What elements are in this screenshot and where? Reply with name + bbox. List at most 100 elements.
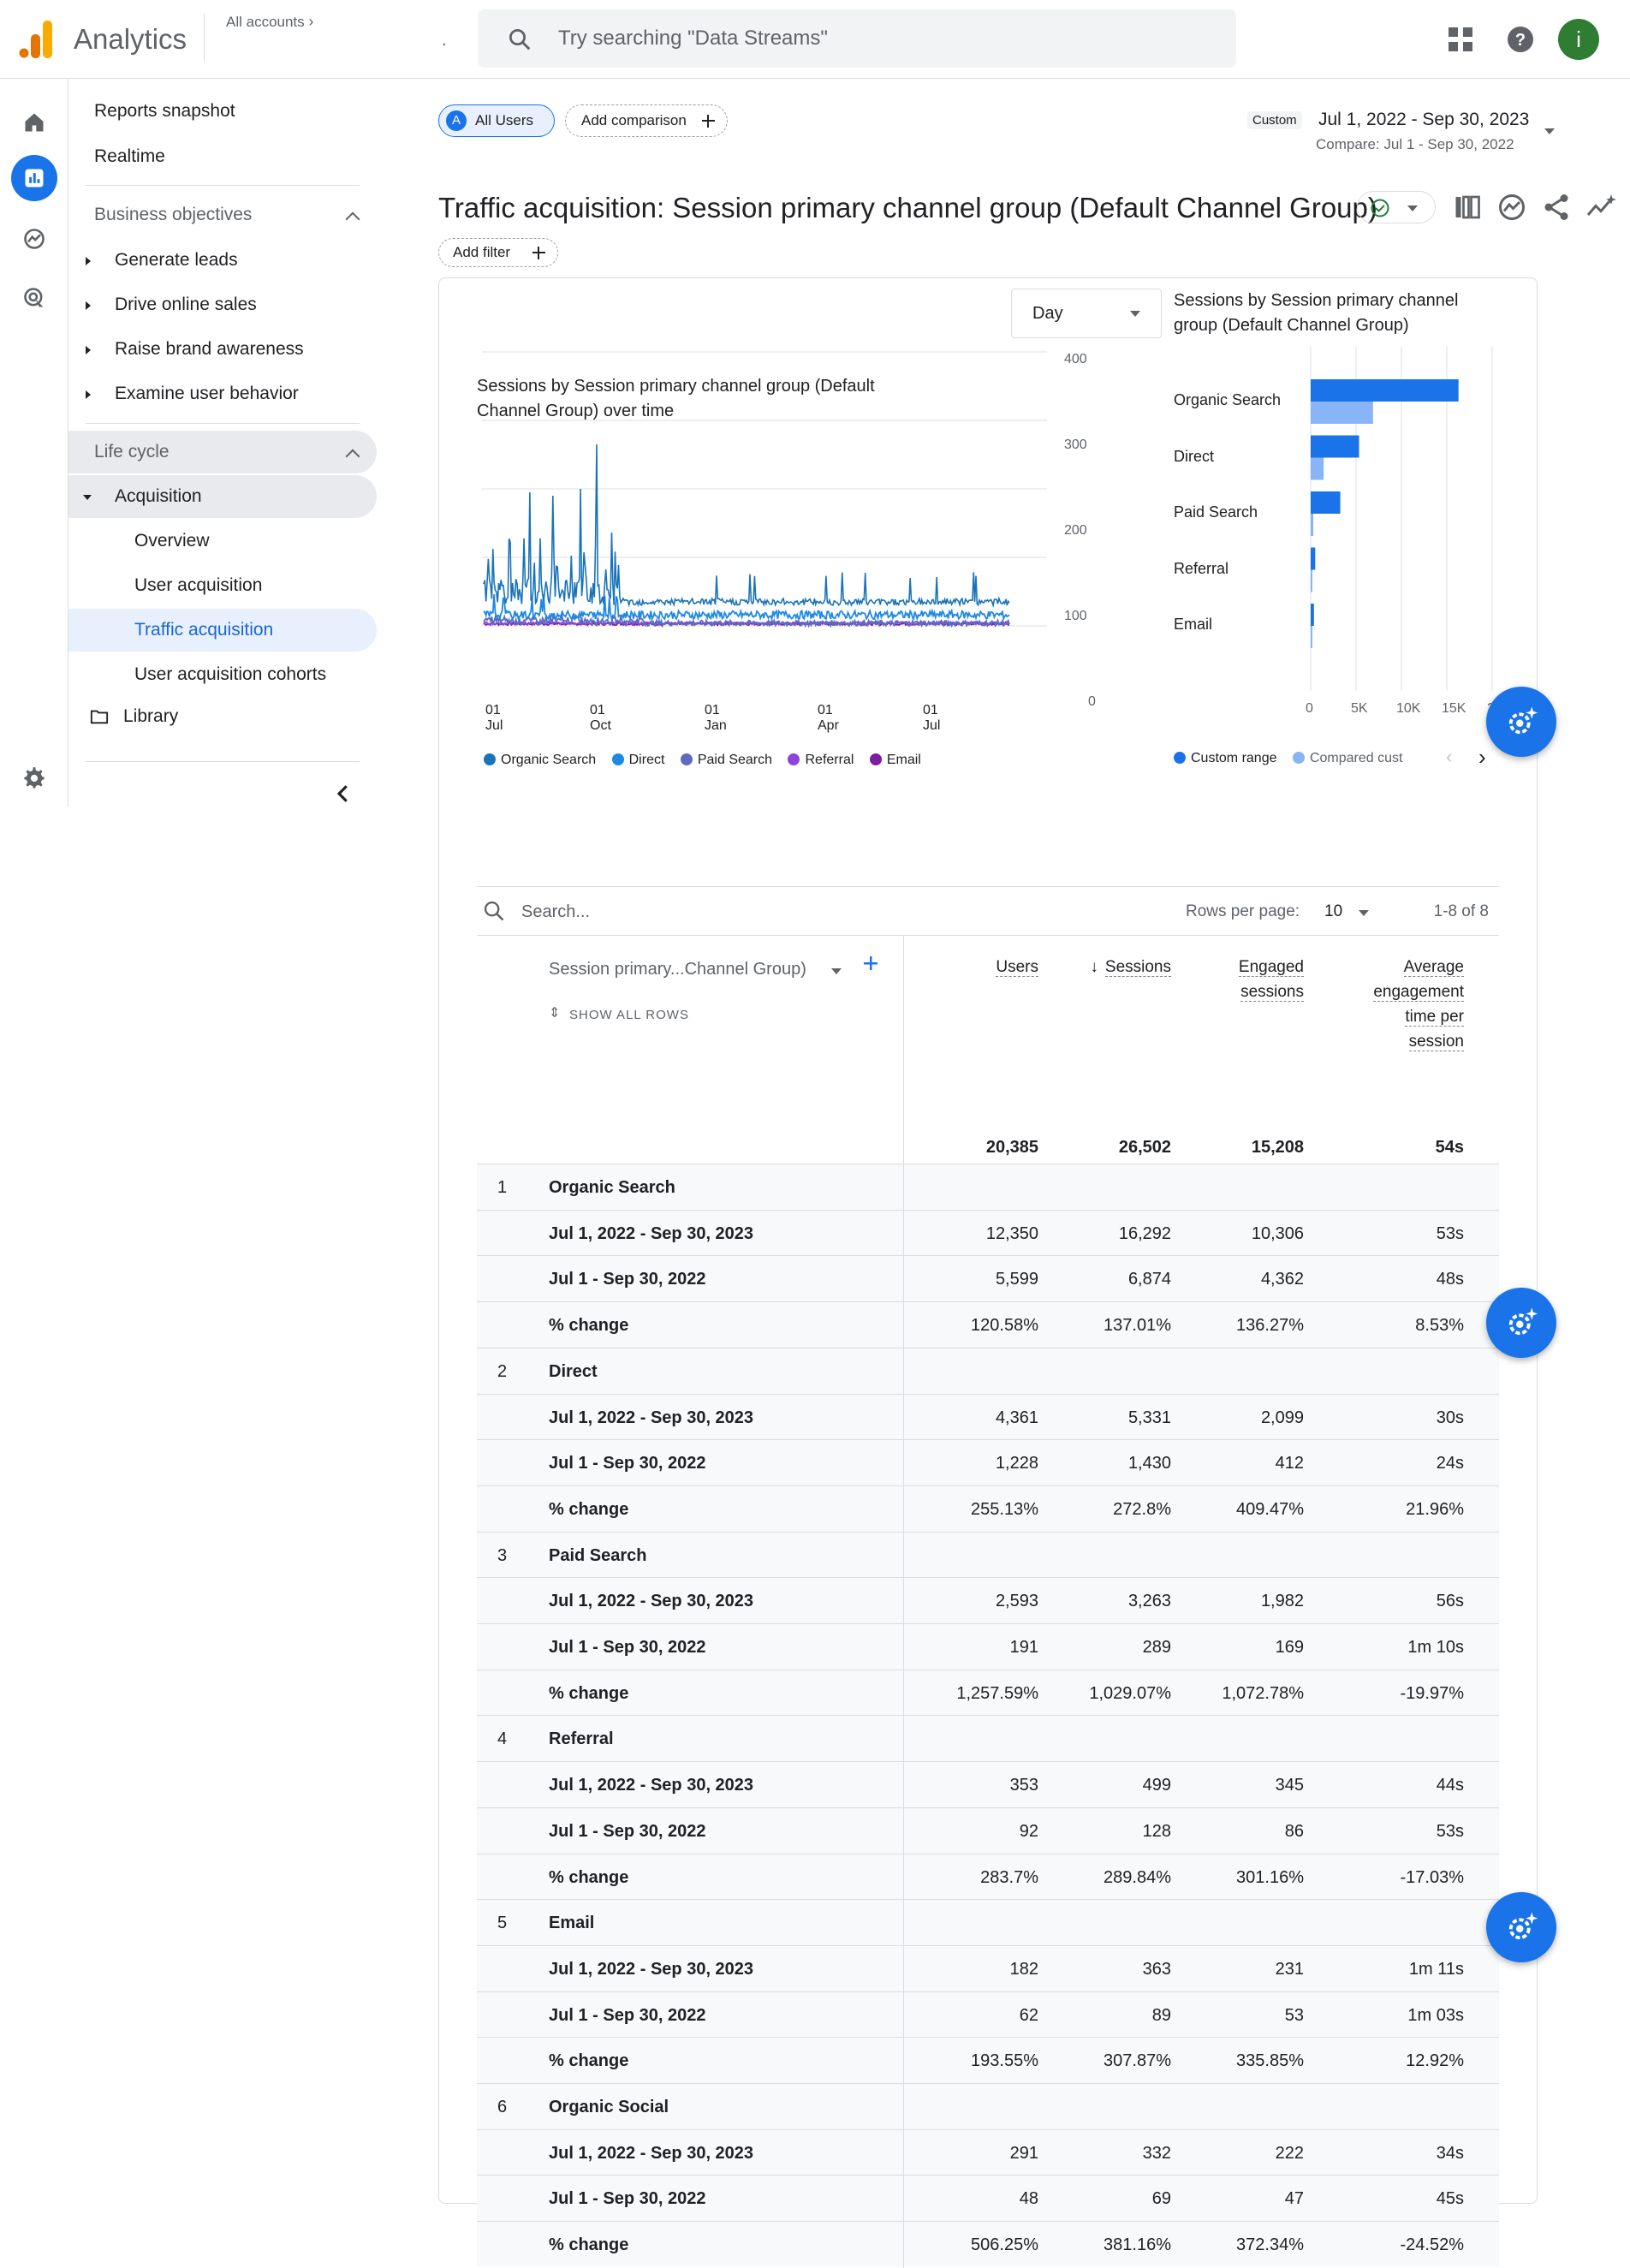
status-chip[interactable] — [1357, 191, 1436, 223]
table-cell: 10,306 — [1251, 1223, 1304, 1243]
nav-reports-snapshot[interactable]: Reports snapshot — [94, 101, 235, 121]
bar-compared-referral[interactable] — [1311, 569, 1312, 592]
table-row[interactable]: Jul 1 - Sep 30, 2022 62 89 53 1m 03s — [477, 1991, 1499, 2039]
legend-prev-button[interactable]: ‹ — [1446, 746, 1453, 767]
reports-button[interactable] — [11, 155, 57, 201]
legend-item[interactable]: Compared cust — [1292, 751, 1402, 766]
table-row[interactable]: Jul 1, 2022 - Sep 30, 2023 2,593 3,263 1,9… — [477, 1577, 1499, 1625]
search-input[interactable]: Try searching "Data Streams" — [478, 9, 1236, 68]
bar-compared-paid-search[interactable] — [1311, 514, 1314, 536]
advertising-button[interactable] — [11, 275, 57, 321]
nav-examine-user-behavior[interactable]: Examine user behavior — [68, 372, 377, 415]
explore-button[interactable] — [11, 216, 57, 262]
nav-user-acquisition[interactable]: User acquisition — [134, 575, 263, 595]
bar-custom-paid-search[interactable] — [1311, 491, 1341, 514]
legend-item[interactable]: Email — [869, 753, 921, 768]
nav-business-objectives[interactable]: Business objectives — [68, 193, 377, 236]
table-row[interactable]: Jul 1, 2022 - Sep 30, 2023 12,350 16,292 1… — [477, 1209, 1499, 1257]
bar-compared-email[interactable] — [1311, 626, 1312, 648]
bar-compared-organic-search[interactable] — [1311, 402, 1373, 424]
table-search-input[interactable]: Search... — [521, 902, 591, 921]
table-row[interactable]: % change 1,257.59% 1,029.07% 1,072.78% -19.… — [477, 1669, 1499, 1717]
add-filter-button[interactable]: Add filter — [438, 238, 558, 267]
home-button[interactable] — [11, 99, 57, 146]
table-row[interactable]: Jul 1, 2022 - Sep 30, 2023 353 499 345 44s — [477, 1761, 1499, 1809]
legend-next-button[interactable]: › — [1478, 744, 1486, 770]
legend-item[interactable]: Organic Search — [484, 753, 596, 768]
header-avg-engagement[interactable]: Average engagement time per session — [1373, 958, 1464, 1051]
granularity-select[interactable]: Day — [1011, 289, 1162, 338]
table-row[interactable]: Jul 1, 2022 - Sep 30, 2023 291 332 222 34s — [477, 2128, 1499, 2176]
nav-drive-online-sales[interactable]: Drive online sales — [68, 283, 377, 326]
table-row[interactable]: % change 506.25% 381.16% 372.34% -24.52% — [477, 2221, 1499, 2268]
date-range[interactable]: Jul 1, 2022 - Sep 30, 2023 — [1318, 110, 1530, 129]
show-all-rows-button[interactable]: ⇕ SHOW ALL ROWS — [549, 1006, 689, 1022]
add-comparison-button[interactable]: Add comparison — [565, 104, 728, 137]
table-row[interactable]: % change 193.55% 307.87% 335.85% 12.92% — [477, 2037, 1499, 2085]
table-row[interactable]: Jul 1 - Sep 30, 2022 191 289 169 1m 10s — [477, 1623, 1499, 1670]
row-label: Jul 1 - Sep 30, 2022 — [549, 1270, 706, 1289]
nav-realtime[interactable]: Realtime — [94, 146, 165, 166]
dimension-header[interactable]: Session primary...Channel Group) — [549, 960, 842, 979]
table-row[interactable]: Jul 1 - Sep 30, 2022 5,599 6,874 4,362 48s — [477, 1255, 1499, 1303]
legend-item[interactable]: Paid Search — [680, 753, 772, 768]
collapse-nav-button[interactable] — [330, 781, 356, 807]
nav-life-cycle[interactable]: Life cycle — [68, 431, 377, 473]
legend-item[interactable]: Direct — [611, 753, 664, 768]
legend-item[interactable]: Referral — [788, 753, 854, 768]
table-row[interactable]: Jul 1, 2022 - Sep 30, 2023 182 363 231 1m 1… — [477, 1944, 1499, 1992]
legend-item[interactable]: Custom range — [1174, 751, 1277, 766]
bar-custom-organic-search[interactable] — [1311, 379, 1459, 402]
nav-traffic-acquisition[interactable]: Traffic acquisition — [68, 609, 377, 652]
nav-generate-leads[interactable]: Generate leads — [68, 239, 377, 282]
nav-acquisition[interactable]: Acquisition — [68, 475, 377, 518]
table-row[interactable]: Jul 1, 2022 - Sep 30, 2023 4,361 5,331 2,0… — [477, 1393, 1499, 1441]
customize-report-icon[interactable] — [1452, 192, 1483, 223]
table-cell: 86 — [1284, 1821, 1304, 1841]
bar-custom-email[interactable] — [1311, 604, 1314, 626]
rows-per-page-select[interactable]: 10 — [1324, 902, 1376, 921]
compare-range[interactable]: Compare: Jul 1 - Sep 30, 2022 — [1316, 136, 1514, 152]
nav-library[interactable]: Library — [68, 695, 377, 738]
share-icon[interactable] — [1541, 192, 1572, 223]
table-row[interactable]: Jul 1 - Sep 30, 2022 48 69 47 45s — [477, 2175, 1499, 2223]
table-row-group[interactable]: 4 Referral — [477, 1715, 1499, 1763]
table-row[interactable]: Jul 1 - Sep 30, 2022 1,228 1,430 412 24s — [477, 1439, 1499, 1487]
insights-icon[interactable] — [1496, 192, 1527, 223]
bar-custom-direct[interactable] — [1311, 435, 1359, 458]
table-row[interactable]: % change 120.58% 137.01% 136.27% 8.53% — [477, 1301, 1499, 1349]
table-row-group[interactable]: 2 Direct — [477, 1347, 1499, 1395]
nav-raise-brand-awareness[interactable]: Raise brand awareness — [68, 328, 377, 371]
table-row-group[interactable]: 1 Organic Search — [477, 1164, 1499, 1211]
header-sessions[interactable]: ↓ Sessions — [1090, 958, 1171, 977]
admin-settings-button[interactable] — [11, 755, 57, 801]
nav-overview[interactable]: Overview — [134, 531, 210, 551]
table-row[interactable]: % change 255.13% 272.8% 409.47% 21.96% — [477, 1485, 1499, 1533]
assistant-fab[interactable] — [1486, 1288, 1556, 1358]
add-dimension-button[interactable] — [862, 955, 879, 972]
assistant-fab[interactable] — [1486, 687, 1556, 757]
series-line-paid-search[interactable] — [483, 614, 1010, 628]
assistant-fab[interactable] — [1486, 1892, 1556, 1962]
all-accounts-link[interactable]: All accounts › — [226, 13, 314, 30]
table-cell: 56s — [1436, 1592, 1464, 1611]
table-row-group[interactable]: 6 Organic Social — [477, 2083, 1499, 2130]
table-row[interactable]: % change 283.7% 289.84% 301.16% -17.03% — [477, 1853, 1499, 1901]
analytics-logo-icon[interactable] — [19, 21, 53, 58]
table-row-group[interactable]: 3 Paid Search — [477, 1531, 1499, 1579]
series-line-organic-search[interactable] — [483, 443, 1010, 609]
avatar[interactable]: i — [1558, 19, 1599, 60]
bar-custom-referral[interactable] — [1311, 547, 1316, 570]
series-line-direct[interactable] — [483, 594, 1010, 622]
date-dropdown-icon[interactable] — [1544, 128, 1555, 134]
table-row[interactable]: Jul 1 - Sep 30, 2022 92 128 86 53s — [477, 1807, 1499, 1854]
trend-sparkle-icon[interactable] — [1585, 192, 1616, 223]
nav-user-acquisition-cohorts[interactable]: User acquisition cohorts — [134, 664, 327, 684]
apps-grid-icon[interactable] — [1443, 22, 1478, 57]
help-icon[interactable]: ? — [1503, 22, 1538, 57]
header-users[interactable]: Users — [996, 958, 1038, 977]
table-row-group[interactable]: 5 Email — [477, 1899, 1499, 1947]
header-engaged-sessions[interactable]: Engaged sessions — [1238, 958, 1304, 1002]
all-users-chip[interactable]: A All Users — [438, 104, 555, 137]
bar-compared-direct[interactable] — [1311, 457, 1324, 480]
